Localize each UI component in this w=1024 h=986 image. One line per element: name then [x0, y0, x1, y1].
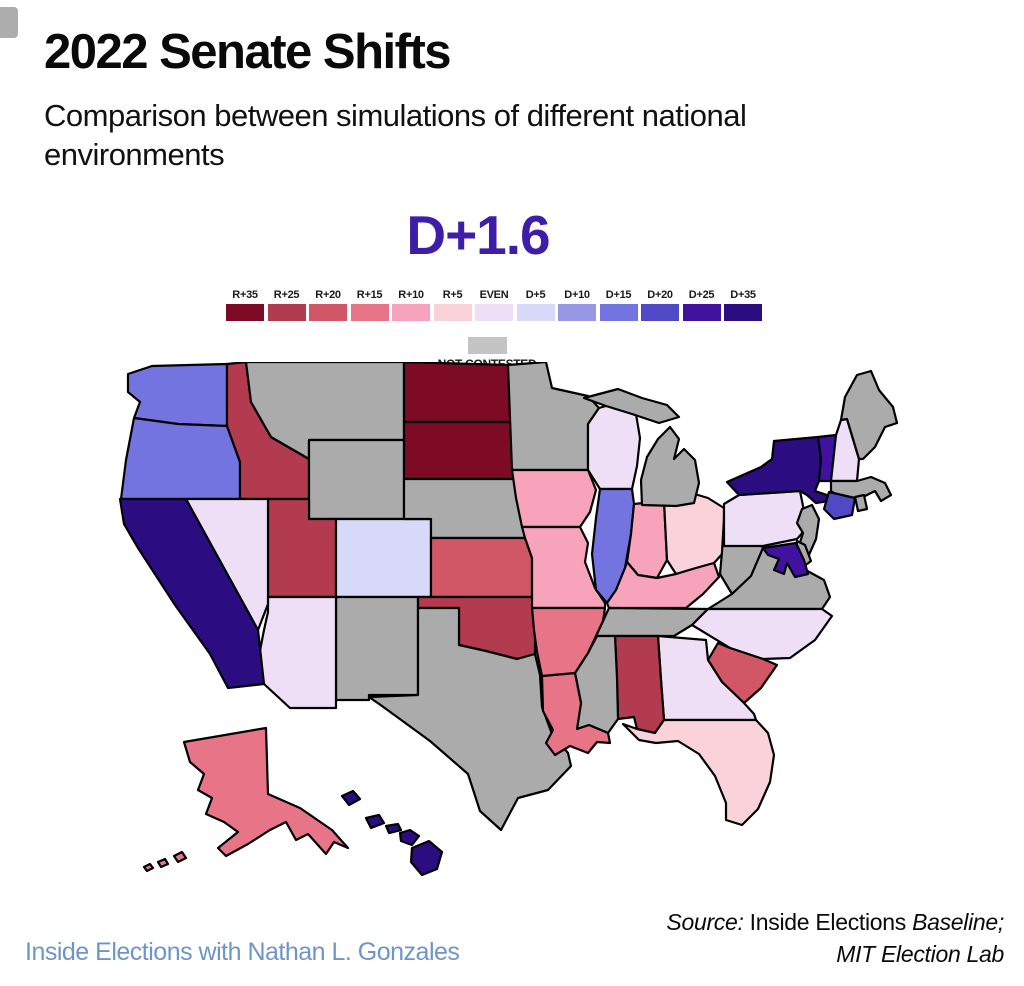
legend-swatch — [267, 304, 306, 321]
legend-item: D+10 — [558, 289, 596, 321]
legend-swatch — [599, 304, 638, 321]
state-TN — [594, 606, 710, 638]
brand-footer: Inside Elections with Nathan L. Gonzales — [25, 938, 460, 966]
legend-swatch — [558, 304, 596, 321]
state-CA — [118, 497, 266, 690]
state-KS — [429, 536, 534, 599]
legend-item: R+15 — [350, 289, 389, 321]
legend-swatch — [433, 304, 472, 321]
legend-swatch — [350, 304, 389, 321]
us-choropleth-map — [118, 362, 910, 886]
state-AR — [530, 606, 607, 678]
state-MI — [582, 387, 701, 508]
state-AZ — [256, 595, 338, 710]
legend-item: R+20 — [309, 289, 347, 321]
legend-label: D+25 — [688, 289, 715, 301]
legend-label: R+10 — [398, 289, 424, 301]
legend-label: R+15 — [356, 289, 383, 301]
state-FL — [621, 718, 776, 827]
environment-label: D+1.6 — [406, 204, 550, 266]
legend-label: R+25 — [273, 289, 300, 301]
legend-item: D+15 — [599, 289, 638, 321]
us-map-svg — [118, 362, 899, 877]
legend-swatch — [475, 304, 513, 321]
legend-label: R+20 — [315, 289, 341, 301]
state-CO — [334, 517, 433, 599]
state-CT — [822, 490, 857, 521]
page-corner-mark — [0, 7, 18, 38]
legend-item: R+35 — [226, 289, 264, 321]
legend-label: EVEN — [479, 289, 509, 301]
state-NC — [690, 607, 834, 661]
source-middle: Inside Elections — [743, 909, 913, 935]
legend-swatch — [226, 304, 264, 321]
page-subtitle: Comparison between simulations of differ… — [44, 98, 747, 173]
legend-item: D+35 — [724, 289, 762, 321]
legend-row: R+35 R+25 R+20 R+15 R+10 R+5 EVEN D+5 D+10 D+15 D+… — [226, 289, 762, 321]
legend-swatch — [309, 304, 347, 321]
state-MN — [506, 362, 601, 472]
state-NY — [725, 435, 869, 505]
legend-label: R+5 — [442, 289, 463, 301]
page-title: 2022 Senate Shifts — [44, 25, 452, 79]
legend-item: D+20 — [641, 289, 679, 321]
legend-item: R+10 — [392, 289, 430, 321]
legend-label: R+35 — [232, 289, 258, 301]
legend-item: R+25 — [267, 289, 306, 321]
legend-label: D+15 — [605, 289, 632, 301]
state-AK — [142, 726, 350, 873]
state-RI — [853, 493, 869, 513]
legend-swatch — [724, 304, 762, 321]
state-IA — [510, 468, 598, 529]
legend-item: D+25 — [682, 289, 721, 321]
source-prefix: Source: — [666, 909, 744, 935]
legend-item: D+5 — [516, 289, 555, 321]
legend-swatch — [392, 304, 430, 321]
not-contested-swatch — [467, 337, 507, 354]
state-OH — [662, 490, 726, 576]
legend-swatch — [682, 304, 721, 321]
legend-label: D+5 — [525, 289, 546, 301]
source-line2: MIT Election Lab — [836, 941, 1004, 968]
legend-swatch — [516, 304, 555, 321]
state-ME — [839, 369, 899, 461]
legend-swatch — [641, 304, 679, 321]
state-WY — [307, 438, 406, 521]
source-footer: Source: Inside Elections Baseline; MIT E… — [666, 906, 1004, 970]
state-WA — [126, 362, 229, 428]
state-IN — [625, 499, 669, 580]
legend-item: R+5 — [433, 289, 472, 321]
state-KY — [605, 560, 721, 610]
state-HI — [340, 789, 444, 877]
state-NM — [334, 595, 420, 702]
source-emphasis: Baseline; — [912, 909, 1004, 935]
state-MD — [761, 541, 810, 579]
legend-label: D+10 — [564, 289, 590, 301]
state-MO — [520, 525, 607, 610]
state-SD — [402, 420, 517, 481]
state-TX — [367, 606, 573, 832]
state-AL — [613, 634, 666, 735]
legend-label: D+20 — [647, 289, 673, 301]
state-ND — [402, 362, 513, 424]
state-LA — [540, 671, 612, 757]
state-OR — [119, 416, 242, 501]
legend-label: D+35 — [730, 289, 756, 301]
legend-item: EVEN — [475, 289, 513, 321]
